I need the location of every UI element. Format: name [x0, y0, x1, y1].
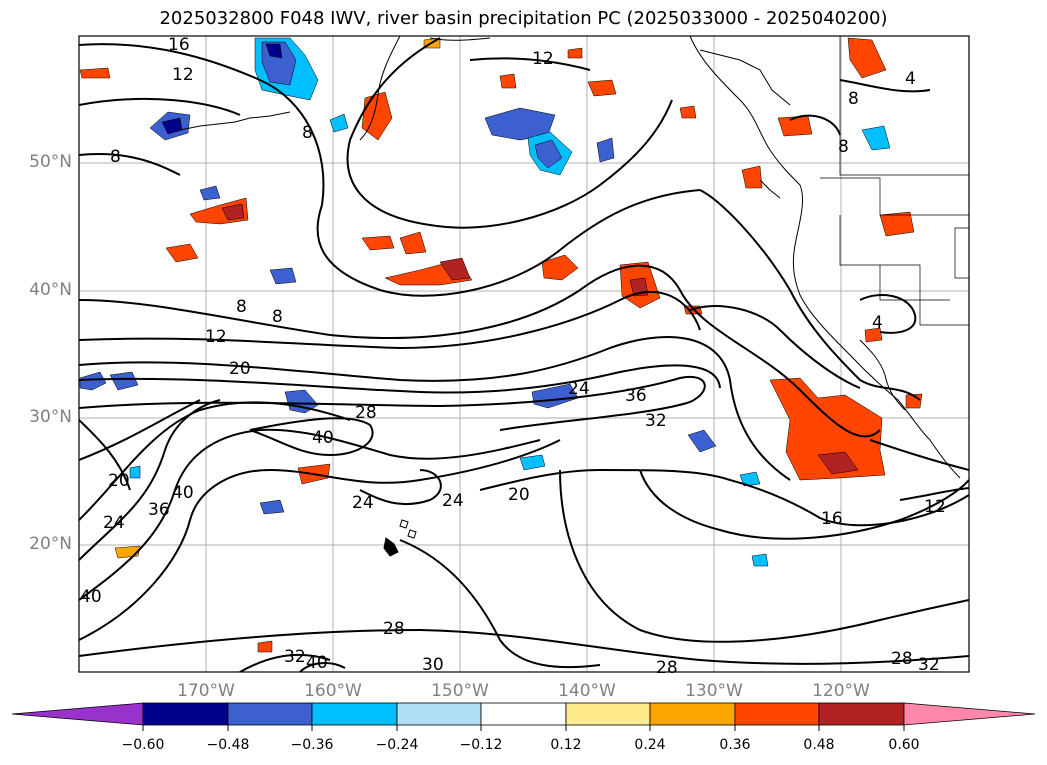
contour-label: 32 — [645, 411, 667, 431]
lon-label: 140°W — [558, 681, 616, 701]
contour-label: 24 — [352, 493, 374, 513]
lon-label: 120°W — [812, 681, 870, 701]
lon-label: 130°W — [685, 681, 743, 701]
negative-precip-patches — [79, 37, 891, 567]
contour-label: 36 — [148, 500, 170, 520]
map-frame — [78, 35, 970, 673]
contour-label: 8 — [838, 137, 849, 157]
contour-label: 20 — [229, 359, 251, 379]
colorbar-tick-label: 0.48 — [803, 737, 835, 753]
contour-label: 32 — [918, 655, 940, 675]
contour-label: 12 — [924, 497, 946, 517]
lat-label: 30°N — [29, 407, 72, 427]
contour-label: 8 — [272, 307, 283, 327]
colorbar-tick-label: −0.60 — [121, 737, 165, 753]
colorbar-tick-label: −0.24 — [375, 737, 419, 753]
contour-label: 40 — [306, 653, 328, 673]
contour-label: 20 — [108, 471, 130, 491]
colorbar-tick-label: 0.36 — [719, 737, 751, 753]
contour-label: 16 — [821, 509, 843, 529]
contour-label: 24 — [568, 379, 590, 399]
lat-label: 40°N — [29, 280, 72, 300]
contour-label: 24 — [103, 513, 125, 533]
colorbar-ticks — [142, 725, 905, 731]
contour-labels: 16 12 8 12 8 4 8 8 8 8 12 20 28 40 36 32… — [80, 35, 946, 678]
lon-label: 160°W — [304, 681, 362, 701]
figure-title: 2025032800 F048 IWV, river basin precipi… — [159, 8, 888, 29]
contour-label: 28 — [891, 649, 913, 669]
contour-label: 8 — [236, 297, 247, 317]
colorbar-tick-label: 0.60 — [888, 737, 920, 753]
contour-label: 16 — [168, 35, 190, 55]
contour-label: 12 — [205, 327, 227, 347]
contour-label: 28 — [656, 658, 678, 678]
contour-label: 28 — [383, 619, 405, 639]
lon-label: 150°W — [431, 681, 489, 701]
coastlines — [179, 36, 961, 557]
contour-label: 8 — [110, 147, 121, 167]
borders — [820, 36, 969, 326]
lat-label: 50°N — [29, 152, 72, 172]
contour-label: 40 — [80, 587, 102, 607]
contour-label: 32 — [284, 647, 306, 667]
colorbar-tick-label: −0.12 — [459, 737, 503, 753]
colorbar-extend-high — [903, 702, 1036, 726]
lon-label: 170°W — [177, 681, 235, 701]
contour-label: 30 — [422, 655, 444, 675]
contour-label: 4 — [905, 69, 916, 89]
contour-label: 24 — [442, 491, 464, 511]
positive-precip-patches — [79, 37, 923, 653]
contour-label: 4 — [872, 313, 883, 333]
contour-label: 36 — [625, 386, 647, 406]
contour-label: 40 — [172, 483, 194, 503]
contour-label: 28 — [355, 403, 377, 423]
iwv-contours — [79, 37, 969, 672]
contour-label: 12 — [532, 49, 554, 69]
colorbar-extend-low — [11, 702, 144, 726]
contour-label: 40 — [312, 428, 334, 448]
colorbar — [11, 702, 1036, 726]
lat-label: 20°N — [29, 534, 72, 554]
contour-label: 8 — [848, 89, 859, 109]
contour-label: 20 — [508, 485, 530, 505]
contour-label: 8 — [302, 123, 313, 143]
colorbar-tick-label: 0.12 — [550, 737, 582, 753]
colorbar-tick-label: −0.48 — [206, 737, 250, 753]
contour-label: 12 — [172, 65, 194, 85]
colorbar-tick-label: 0.24 — [634, 737, 666, 753]
colorbar-tick-label: −0.36 — [290, 737, 334, 753]
